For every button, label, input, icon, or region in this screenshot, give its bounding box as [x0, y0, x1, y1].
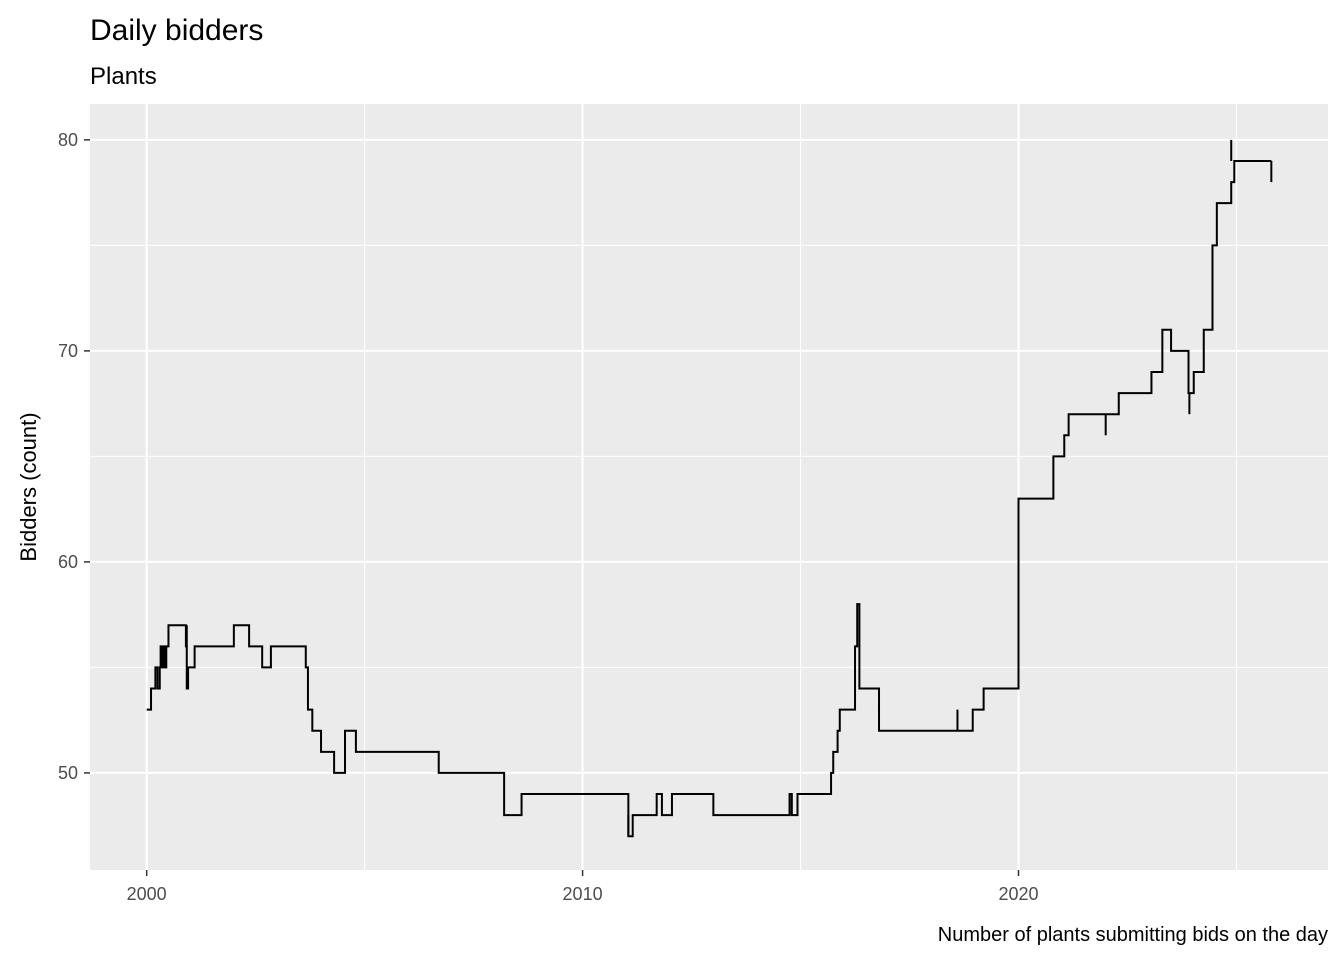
- plot-panel: [90, 104, 1328, 870]
- x-axis-caption: Number of plants submitting bids on the …: [938, 924, 1328, 946]
- major-gridlines: [90, 104, 1328, 870]
- x-tick-label: 2020: [998, 884, 1038, 904]
- y-axis-title: Bidders (count): [16, 412, 41, 561]
- chart-subtitle: Plants: [90, 63, 157, 90]
- y-axis: 50 60 70 80: [58, 130, 90, 783]
- x-axis: 2000 2010 2020: [127, 870, 1039, 904]
- chart-title: Daily bidders: [90, 14, 263, 47]
- series-layer: [146, 139, 1273, 838]
- minor-gridlines: [90, 104, 1328, 870]
- y-tick-label: 60: [58, 552, 78, 572]
- y-tick-label: 80: [58, 130, 78, 150]
- y-tick-label: 70: [58, 341, 78, 361]
- y-tick-label: 50: [58, 763, 78, 783]
- x-tick-label: 2010: [563, 884, 603, 904]
- x-tick-label: 2000: [127, 884, 167, 904]
